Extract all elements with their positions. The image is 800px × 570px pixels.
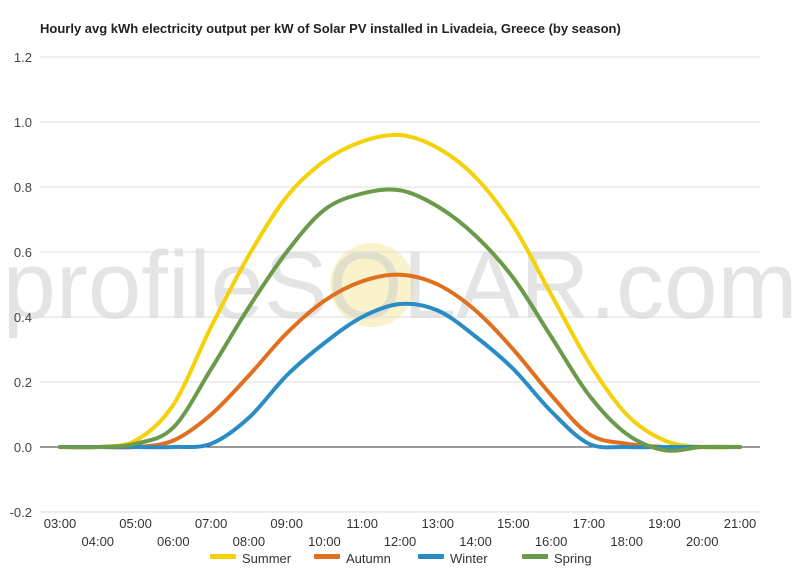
x-tick-label: 11:00 — [346, 516, 378, 531]
series-line-autumn — [58, 272, 742, 450]
x-axis: 03:00 04:00 05:00 06:00 07:00 08:00 09:00 10:00… — [44, 516, 757, 549]
x-tick-label: 16:00 — [535, 534, 568, 549]
x-tick-label: 19:00 — [648, 516, 681, 531]
watermark: profileSOLAR.com — [3, 232, 798, 339]
legend-swatch-autumn — [314, 554, 340, 559]
legend-label-winter: Winter — [450, 551, 488, 566]
x-tick-label: 09:00 — [270, 516, 303, 531]
x-tick-label: 06:00 — [157, 534, 190, 549]
y-tick-label: -0.2 — [10, 505, 32, 520]
x-tick-label: 10:00 — [308, 534, 341, 549]
y-tick-label: 1.0 — [14, 115, 32, 130]
watermark-text: profileSOLAR.com — [3, 232, 798, 339]
legend-swatch-winter — [418, 554, 444, 559]
y-tick-label: 0.0 — [14, 440, 32, 455]
x-tick-label: 07:00 — [195, 516, 228, 531]
y-axis: -0.2 0.0 0.2 0.4 0.6 0.8 1.0 1.2 — [10, 50, 32, 520]
series-line-winter — [58, 301, 742, 450]
y-tick-label: 0.4 — [14, 310, 32, 325]
legend-label-summer: Summer — [242, 551, 292, 566]
x-tick-label: 21:00 — [724, 516, 757, 531]
x-tick-label: 18:00 — [610, 534, 643, 549]
x-tick-label: 08:00 — [233, 534, 266, 549]
y-tick-label: 0.8 — [14, 180, 32, 195]
y-tick-label: 0.2 — [14, 375, 32, 390]
legend-label-spring: Spring — [554, 551, 592, 566]
series-line-spring — [58, 187, 742, 453]
x-tick-label: 04:00 — [82, 534, 115, 549]
x-tick-label: 03:00 — [44, 516, 77, 531]
legend: Summer Autumn Winter Spring — [210, 551, 592, 566]
y-tick-label: 1.2 — [14, 50, 32, 65]
chart-title: Hourly avg kWh electricity output per kW… — [40, 21, 621, 36]
x-tick-label: 15:00 — [497, 516, 530, 531]
series — [58, 132, 742, 453]
y-tick-label: 0.6 — [14, 245, 32, 260]
legend-label-autumn: Autumn — [346, 551, 391, 566]
legend-swatch-summer — [210, 554, 236, 559]
x-tick-label: 14:00 — [459, 534, 492, 549]
x-tick-label: 13:00 — [422, 516, 455, 531]
x-tick-label: 17:00 — [573, 516, 606, 531]
x-tick-label: 20:00 — [686, 534, 719, 549]
series-line-summer — [58, 132, 742, 450]
x-tick-label: 12:00 — [384, 534, 417, 549]
legend-swatch-spring — [522, 554, 548, 559]
x-tick-label: 05:00 — [119, 516, 152, 531]
grid — [40, 56, 760, 513]
